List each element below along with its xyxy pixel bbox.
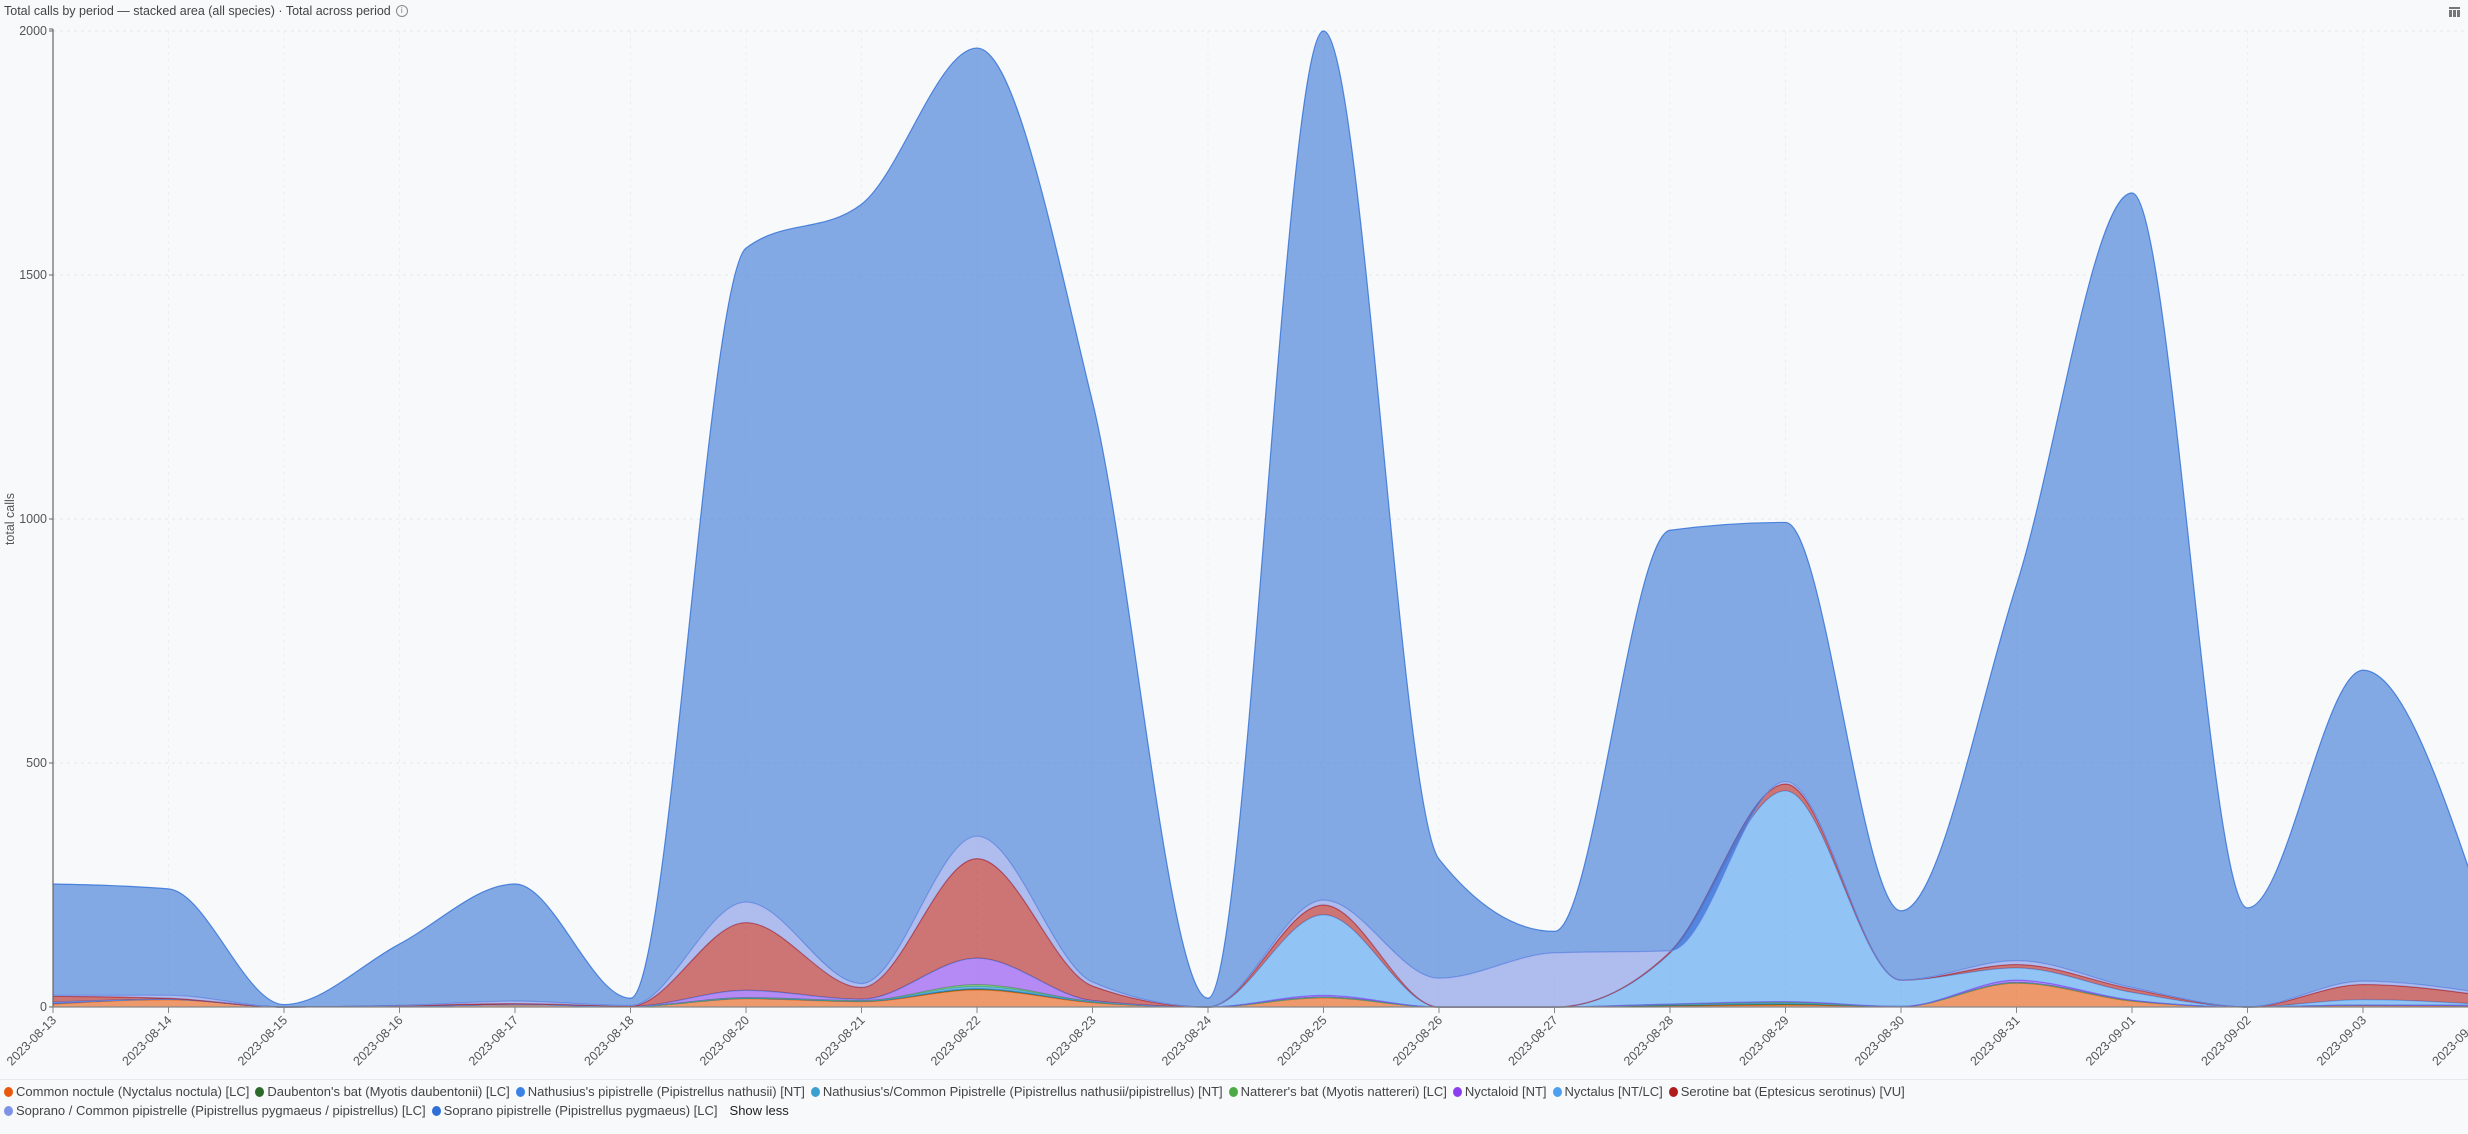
x-tick-label: 2023-08-26 xyxy=(1390,1013,1445,1068)
x-tick-label: 2023-08-18 xyxy=(582,1013,637,1068)
x-tick-label: 2023-09-04 xyxy=(2430,1013,2468,1068)
show-less-button[interactable]: Show less xyxy=(729,1103,789,1118)
x-tick-label: 2023-08-16 xyxy=(351,1013,406,1068)
legend-item[interactable]: Natterer's bat (Myotis nattereri) [LC] xyxy=(1228,1084,1447,1099)
legend-dot-icon xyxy=(1668,1086,1678,1097)
chart-header: Total calls by period — stacked area (al… xyxy=(4,4,408,18)
legend-item[interactable]: Common noctule (Nyctalus noctula) [LC] xyxy=(4,1084,249,1099)
legend-dot-icon xyxy=(255,1086,265,1097)
legend-label: Nyctaloid [NT] xyxy=(1464,1084,1547,1099)
area-nyctalus-nt-lc[interactable] xyxy=(53,790,2468,1007)
x-tick-label: 2023-08-20 xyxy=(697,1013,752,1068)
y-tick-label: 1000 xyxy=(19,512,47,526)
x-tick-label: 2023-08-21 xyxy=(813,1013,868,1068)
legend-dot-icon xyxy=(1228,1086,1238,1097)
y-tick-label: 0 xyxy=(40,1000,47,1014)
legend-label: Nathusius's pipistrelle (Pipistrellus na… xyxy=(527,1084,805,1099)
x-tick-label: 2023-08-27 xyxy=(1506,1013,1561,1068)
legend-label: Soprano pipistrelle (Pipistrellus pygmae… xyxy=(443,1103,718,1118)
chart-title: Total calls by period — stacked area (al… xyxy=(4,4,391,18)
legend-item[interactable]: Nyctaloid [NT] xyxy=(1452,1084,1547,1099)
legend-dot-icon xyxy=(1552,1086,1562,1097)
legend-item[interactable]: Nathusius's/Common Pipistrelle (Pipistre… xyxy=(810,1084,1223,1099)
legend-item[interactable]: Daubenton's bat (Myotis daubentonii) [LC… xyxy=(255,1084,510,1099)
x-tick-label: 2023-09-02 xyxy=(2199,1013,2254,1068)
y-tick-label: 500 xyxy=(26,756,47,770)
legend-label: Daubenton's bat (Myotis daubentonii) [LC… xyxy=(267,1084,510,1099)
x-tick-label: 2023-08-25 xyxy=(1275,1013,1330,1068)
legend-dot-icon xyxy=(515,1086,525,1097)
x-tick-label: 2023-08-30 xyxy=(1852,1013,1907,1068)
x-tick-label: 2023-08-14 xyxy=(120,1013,175,1068)
legend-label: Common noctule (Nyctalus noctula) [LC] xyxy=(16,1084,250,1099)
y-tick-label: 1500 xyxy=(19,268,47,282)
area-soprano-pipistrelle-pipistrellus-pygmaeus-lc[interactable] xyxy=(53,31,2468,1007)
x-tick-label: 2023-08-31 xyxy=(1968,1013,2023,1068)
legend-label: Nathusius's/Common Pipistrelle (Pipistre… xyxy=(822,1084,1223,1099)
legend-item[interactable]: Nathusius's pipistrelle (Pipistrellus na… xyxy=(515,1084,805,1099)
legend-dot-icon xyxy=(4,1086,13,1097)
legend-item[interactable]: Nyctalus [NT/LC] xyxy=(1552,1084,1663,1099)
x-tick-label: 2023-08-28 xyxy=(1621,1013,1676,1068)
area-soprano-common-pipistrelle-pipistrellus-pygmaeus-pipistrellus-lc[interactable] xyxy=(53,781,2468,1007)
line-soprano-pipistrelle-pipistrellus-pygmaeus-lc xyxy=(52,30,2468,1006)
line-nyctalus-nt-lc xyxy=(52,790,2468,1008)
legend-label: Soprano / Common pipistrelle (Pipistrell… xyxy=(16,1103,426,1118)
x-tick-label: 2023-08-23 xyxy=(1044,1013,1099,1068)
legend-dot-icon xyxy=(1452,1086,1462,1097)
x-tick-label: 2023-08-17 xyxy=(466,1013,521,1068)
x-tick-label: 2023-08-15 xyxy=(235,1013,290,1068)
legend-dot-icon xyxy=(810,1086,820,1097)
info-circle-icon[interactable]: i xyxy=(395,5,408,17)
legend-dot-icon xyxy=(4,1105,13,1116)
legend: Common noctule (Nyctalus noctula) [LC] Da… xyxy=(4,1084,2104,1118)
x-tick-label: 2023-08-24 xyxy=(1159,1013,1214,1068)
legend-item[interactable]: Serotine bat (Eptesicus serotinus) [VU] xyxy=(1668,1084,1905,1099)
y-axis-label: total calls xyxy=(3,493,17,545)
legend-label: Serotine bat (Eptesicus serotinus) [VU] xyxy=(1680,1084,1905,1099)
x-tick-label: 2023-09-03 xyxy=(2314,1013,2369,1068)
y-tick-label: 2000 xyxy=(19,24,47,38)
table-menu-icon[interactable] xyxy=(2449,7,2460,17)
legend-item[interactable]: Soprano / Common pipistrelle (Pipistrell… xyxy=(4,1103,426,1118)
x-tick-label: 2023-08-22 xyxy=(928,1013,983,1068)
legend-item[interactable]: Soprano pipistrelle (Pipistrellus pygmae… xyxy=(431,1103,718,1118)
legend-divider xyxy=(0,1079,2468,1080)
legend-label: Nyctalus [NT/LC] xyxy=(1564,1084,1663,1099)
legend-label: Natterer's bat (Myotis nattereri) [LC] xyxy=(1240,1084,1447,1099)
area-common-noctule-nyctalus-noctula-lc[interactable] xyxy=(53,983,2468,1007)
area-layer xyxy=(52,30,2468,1008)
line-soprano-common-pipistrelle-pipistrellus-pygmaeus-pipistrellus-lc xyxy=(53,780,2468,1008)
x-tick-label: 2023-08-13 xyxy=(4,1013,59,1068)
x-tick-label: 2023-08-29 xyxy=(1737,1013,1792,1068)
x-tick-label: 2023-09-01 xyxy=(2083,1013,2138,1068)
legend-dot-icon xyxy=(431,1105,441,1116)
